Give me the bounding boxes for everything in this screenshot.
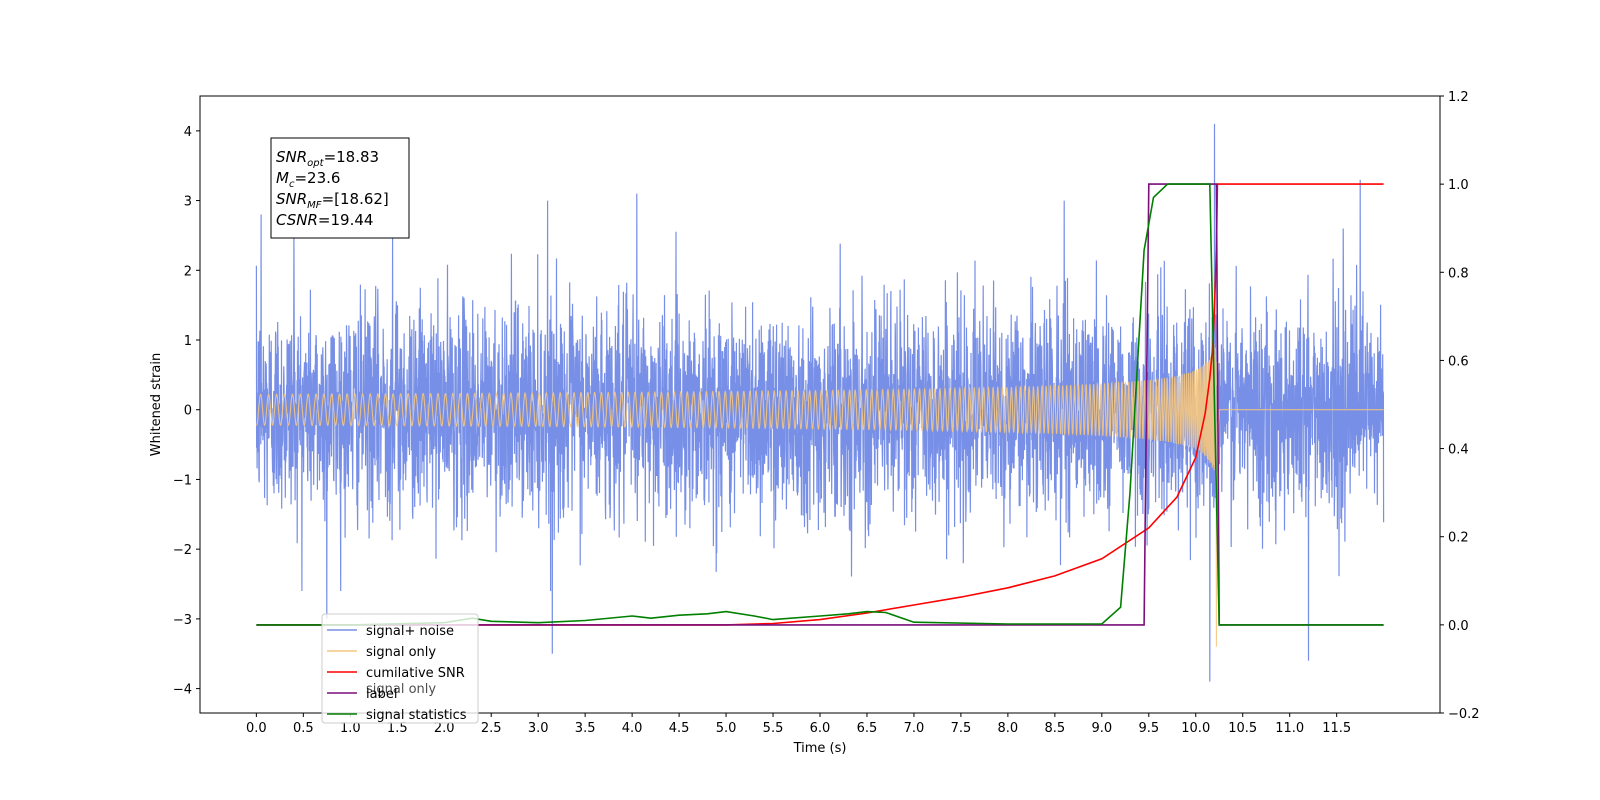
annotation-box: SNRopt=18.83Mc=23.6SNRMF=[18.62]CSNR=19.… (270, 137, 410, 239)
y2-tick-label: −0.2 (1448, 707, 1480, 722)
x-tick-label: 1.0 (340, 721, 361, 736)
annotation-value: =19.44 (318, 211, 374, 229)
series-signal-only (256, 343, 1384, 647)
x-axis-label: Time (s) (793, 741, 847, 756)
y-tick-label: 3 (184, 195, 192, 210)
annotation-symbol: M (276, 169, 289, 187)
x-tick-label: 4.0 (622, 721, 643, 736)
annotation-symbol: CSNR (276, 211, 318, 229)
annotation-line: SNRopt=18.83 (276, 148, 379, 169)
y2-tick-label: 0.4 (1448, 443, 1469, 458)
x-tick-label: 3.0 (528, 721, 549, 736)
annotation-line: Mc=23.6 (276, 169, 340, 190)
legend-overlapped-text: signal only (366, 682, 436, 697)
legend-label: signal+ noise (366, 624, 454, 639)
y2-tick-label: 1.0 (1448, 178, 1469, 193)
y2-tick-label: 0.6 (1448, 354, 1469, 369)
y2-tick-label: 0.8 (1448, 266, 1469, 281)
y-tick-label: −4 (173, 683, 192, 698)
x-tick-label: 6.5 (857, 721, 878, 736)
x-tick-label: 10.0 (1181, 721, 1210, 736)
y2-tick-label: 1.2 (1448, 90, 1469, 105)
y2-tick-label: 0.2 (1448, 531, 1469, 546)
series-signal-statistics (256, 183, 1384, 626)
plot-area (255, 123, 1385, 682)
legend-label: signal only (366, 645, 436, 660)
x-tick-label: 2.5 (481, 721, 502, 736)
y-axis-label: Whitened strain (149, 353, 164, 456)
annotation-value: =23.6 (294, 169, 340, 187)
x-tick-label: 5.5 (763, 721, 784, 736)
x-tick-label: 8.0 (998, 721, 1019, 736)
annotation-symbol: SNR (276, 148, 307, 166)
y-tick-label: 0 (184, 404, 192, 419)
x-tick-label: 6.0 (810, 721, 831, 736)
y2-tick-label: 0.0 (1448, 619, 1469, 634)
y-tick-label: 4 (184, 125, 192, 140)
x-tick-label: 8.5 (1045, 721, 1066, 736)
x-tick-label: 11.5 (1322, 721, 1351, 736)
annotation-frame (270, 137, 410, 239)
annotation-line: SNRMF=[18.62] (276, 190, 389, 211)
annotation-line: CSNR=19.44 (276, 211, 373, 229)
annotation-subscript: MF (307, 200, 322, 211)
x-tick-label: 4.5 (669, 721, 690, 736)
legend-label: signal statistics (366, 708, 467, 723)
y-tick-label: 2 (184, 264, 192, 279)
y-tick-label: −3 (173, 613, 192, 628)
annotation-subscript: opt (307, 158, 324, 169)
legend-label: cumilative SNR (366, 666, 465, 681)
x-tick-label: 10.5 (1228, 721, 1257, 736)
x-tick-label: 0.0 (246, 721, 267, 736)
x-tick-label: 9.5 (1138, 721, 1159, 736)
x-tick-label: 7.5 (951, 721, 972, 736)
annotation-symbol: SNR (276, 190, 307, 208)
x-tick-label: 0.5 (293, 721, 314, 736)
axis-ticks: 0.0 0.5 1.0 1.5 2.0 2.5 3.0 3.5 4.0 4.5 5.0 5.5 6.0 6… (173, 90, 1480, 736)
x-tick-label: 2.0 (434, 721, 455, 736)
legend-label: label (366, 687, 397, 702)
x-tick-label: 5.0 (716, 721, 737, 736)
annotation-value: =18.83 (324, 148, 380, 166)
x-tick-label: 11.0 (1275, 721, 1304, 736)
x-tick-label: 1.5 (387, 721, 408, 736)
y-tick-label: −2 (173, 543, 192, 558)
annotation-subscript: c (289, 179, 295, 190)
x-tick-label: 9.0 (1091, 721, 1112, 736)
plot-series (255, 123, 1385, 682)
x-tick-label: 7.0 (904, 721, 925, 736)
y-tick-label: 1 (184, 334, 192, 349)
series-signal-noise (255, 123, 1385, 682)
legend-frame (321, 613, 479, 724)
annotation-value: =[18.62] (322, 190, 389, 208)
y-tick-label: −1 (173, 473, 192, 488)
x-tick-label: 3.5 (575, 721, 596, 736)
